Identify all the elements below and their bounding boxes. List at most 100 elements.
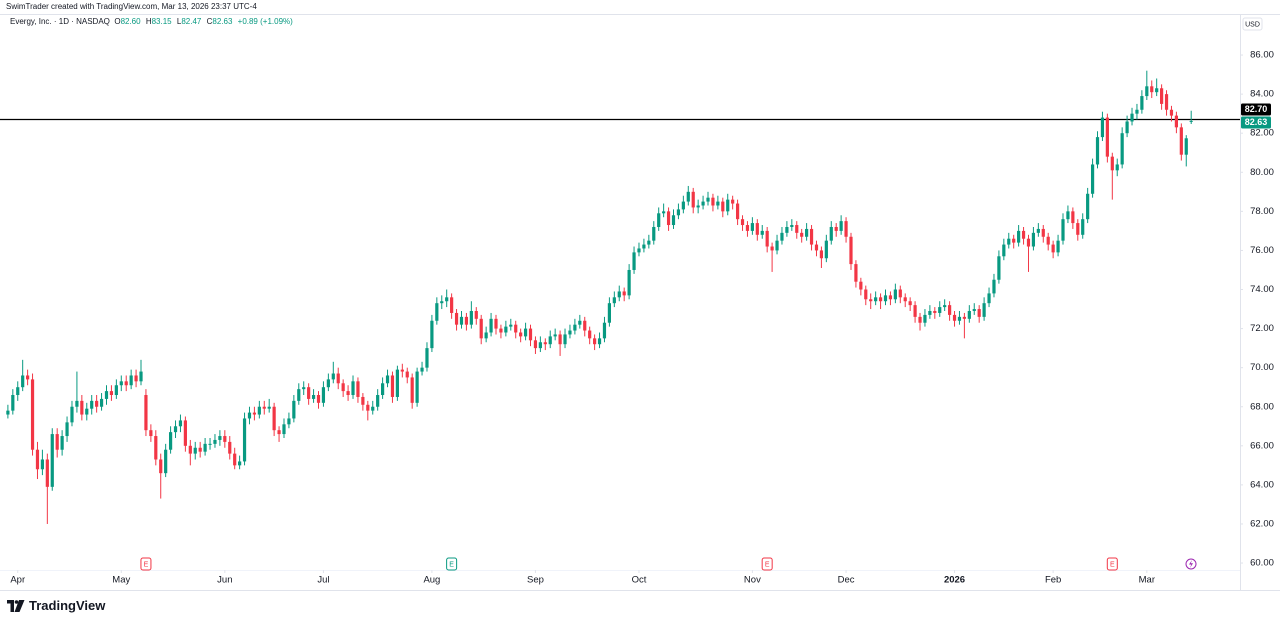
candle-body xyxy=(450,297,454,313)
candle-body xyxy=(1076,223,1080,235)
x-tick-label: Nov xyxy=(744,575,761,586)
currency-box[interactable] xyxy=(1242,17,1263,31)
candle-body xyxy=(918,316,922,323)
candle-body xyxy=(287,418,291,425)
candle-body xyxy=(35,449,40,470)
candle-body xyxy=(173,426,178,433)
candle-body xyxy=(376,395,380,407)
candle-body xyxy=(612,297,616,304)
candle-body xyxy=(321,387,326,403)
candle-body xyxy=(666,211,671,226)
candle-body xyxy=(252,412,257,415)
candle-body xyxy=(262,406,266,409)
candle-body xyxy=(977,309,981,317)
candle-body xyxy=(563,334,567,345)
candle-body xyxy=(16,387,20,396)
candle-body xyxy=(316,395,321,403)
candle-body xyxy=(400,369,404,372)
event-marker xyxy=(140,557,152,571)
x-tick-label: Oct xyxy=(632,575,647,586)
candle-body xyxy=(1130,113,1134,122)
candle-body xyxy=(114,385,118,396)
candle-body xyxy=(1086,193,1090,220)
candle-body xyxy=(829,226,833,241)
candle-body xyxy=(381,383,385,396)
candle-body xyxy=(893,289,897,300)
candle-body xyxy=(632,252,636,270)
candle-body xyxy=(775,240,779,251)
candle-body xyxy=(785,226,789,233)
candle-body xyxy=(257,406,261,415)
x-tick-label: Mar xyxy=(1139,575,1155,586)
candle-body xyxy=(1066,211,1070,220)
candle-body xyxy=(1017,230,1021,243)
attribution: SwimTrader created with TradingView.com,… xyxy=(6,2,257,11)
candle-body xyxy=(908,301,912,306)
event-label: E xyxy=(765,561,770,568)
candle-body xyxy=(1150,86,1154,93)
candle-body xyxy=(193,447,197,454)
ohlc-value: 82.63 xyxy=(212,17,233,26)
candle-body xyxy=(459,316,464,325)
candle-body xyxy=(238,461,242,466)
candle-body xyxy=(415,371,419,403)
candle-body xyxy=(731,199,735,204)
candle-body xyxy=(134,375,138,382)
last-price-box xyxy=(1241,116,1271,129)
candle-body xyxy=(691,191,695,208)
candle-body xyxy=(277,430,281,435)
candle-body xyxy=(124,381,128,386)
event-marker xyxy=(446,557,458,571)
candle-body xyxy=(494,318,498,329)
candle-body xyxy=(104,391,109,399)
candle-body xyxy=(1012,238,1016,243)
candle-body xyxy=(1071,211,1075,224)
event-label: E xyxy=(144,561,149,568)
candle-body xyxy=(913,305,917,317)
candle-body xyxy=(933,310,937,313)
candle-body xyxy=(1140,96,1144,110)
event-label: E xyxy=(449,561,454,568)
candle-body xyxy=(99,398,104,407)
candle-body xyxy=(302,387,306,390)
y-tick-label: 78.00 xyxy=(1250,206,1274,217)
candle-body xyxy=(1036,228,1040,233)
candle-body xyxy=(1125,121,1129,134)
candle-body xyxy=(499,328,503,333)
candle-body xyxy=(267,406,271,409)
candle-body xyxy=(721,201,725,212)
candle-body xyxy=(371,406,375,411)
candle-body xyxy=(30,379,35,450)
x-tick-label: Feb xyxy=(1045,575,1061,586)
candle-body xyxy=(1021,230,1026,239)
candle-body xyxy=(637,248,641,253)
y-tick-label: 74.00 xyxy=(1250,284,1274,295)
ohlc-value: 82.60 xyxy=(120,17,141,26)
candle-body xyxy=(642,244,646,249)
candle-body xyxy=(878,297,883,302)
candle-body xyxy=(745,225,750,231)
event-marker xyxy=(761,557,773,571)
y-tick-label: 60.00 xyxy=(1250,558,1274,569)
ohlc-key: C xyxy=(206,17,213,26)
candle-body xyxy=(967,310,971,319)
candle-body xyxy=(356,381,360,397)
candle-body xyxy=(1056,240,1060,253)
candle-body xyxy=(504,326,508,333)
y-tick-label: 62.00 xyxy=(1250,518,1274,529)
candle-body xyxy=(336,373,340,384)
candle-body xyxy=(519,332,523,337)
candle-body xyxy=(1090,164,1095,194)
candle-body xyxy=(514,324,518,333)
candle-body xyxy=(553,334,557,337)
candle-body xyxy=(849,236,853,265)
candle-body xyxy=(154,436,158,460)
candle-body xyxy=(883,295,888,302)
y-tick-label: 72.00 xyxy=(1250,323,1274,334)
candle-body xyxy=(711,197,715,206)
candle-body xyxy=(213,439,217,444)
candles xyxy=(6,70,1193,524)
candle-body xyxy=(164,449,168,474)
candle-body xyxy=(755,223,759,235)
candle-body xyxy=(706,197,710,202)
